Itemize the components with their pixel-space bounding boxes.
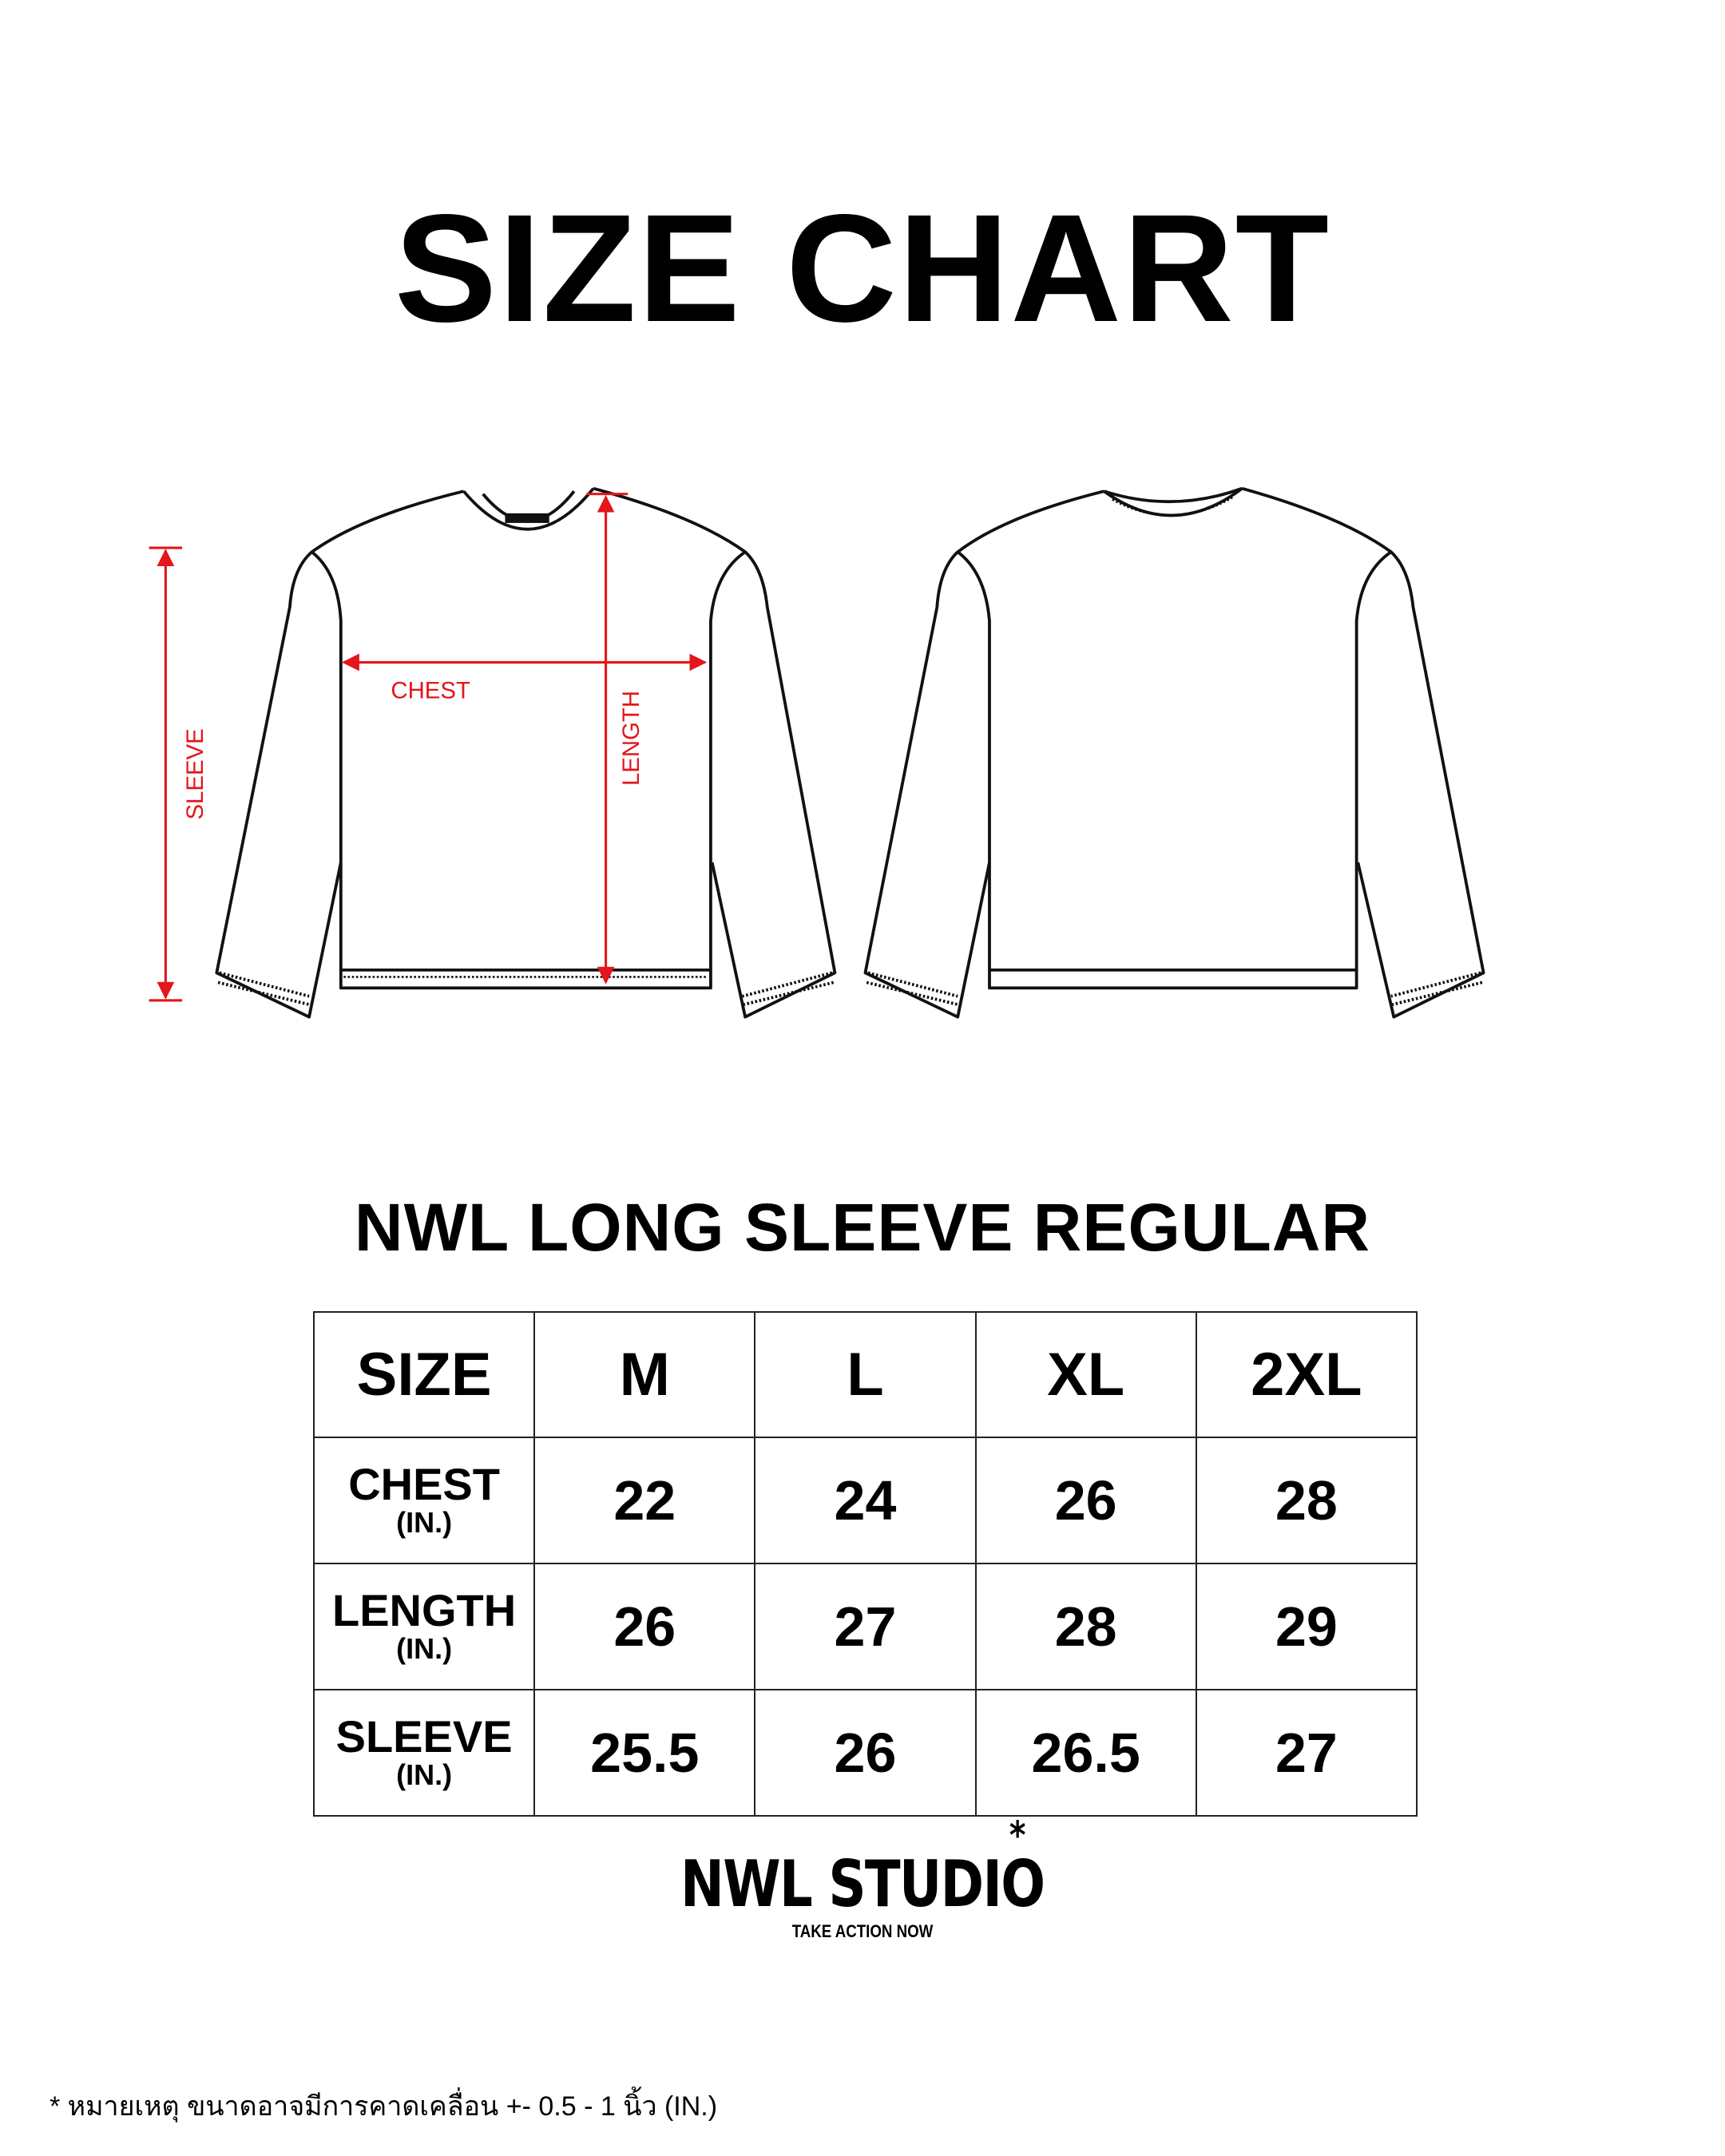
- length-label: LENGTH: [618, 691, 644, 786]
- value-cell: 29: [1195, 1563, 1418, 1690]
- value-cell: 25.5: [533, 1689, 756, 1817]
- row-label-cell: LENGTH (IN.): [312, 1563, 536, 1690]
- value-cell: 26: [974, 1437, 1197, 1564]
- header-cell: L: [754, 1311, 977, 1438]
- row-label-cell: SLEEVE (IN.): [312, 1689, 536, 1817]
- chest-label: CHEST: [391, 677, 470, 703]
- value-cell: 22: [533, 1437, 756, 1564]
- header-cell: 2XL: [1195, 1311, 1418, 1438]
- brand-logo: NWL STUDIO * TAKE ACTION NOW: [0, 1817, 1725, 1942]
- value-cell: 26: [754, 1689, 977, 1817]
- measurement-arrows: [149, 493, 708, 1002]
- asterisk-icon: *: [1009, 1813, 1026, 1858]
- value-cell: 27: [1195, 1689, 1418, 1817]
- brand-tagline: TAKE ACTION NOW: [791, 1921, 934, 1941]
- back-shirt-outline: [863, 486, 1485, 1019]
- value-cell: 24: [754, 1437, 977, 1564]
- table-header-row: SIZE M L XL 2XL: [312, 1311, 1418, 1438]
- table-row: SLEEVE (IN.) 25.5 26 26.5 27: [312, 1689, 1418, 1817]
- header-cell: M: [533, 1311, 756, 1438]
- page-title: SIZE CHART: [395, 182, 1330, 354]
- product-title: NWL LONG SLEEVE REGULAR: [354, 1190, 1371, 1265]
- row-label: SLEEVE: [335, 1711, 513, 1762]
- row-unit: (IN.): [396, 1758, 453, 1792]
- sleeve-label: SLEEVE: [182, 728, 208, 819]
- value-cell: 27: [754, 1563, 977, 1690]
- header-cell: XL: [974, 1311, 1197, 1438]
- value-cell: 26.5: [974, 1689, 1197, 1817]
- value-cell: 28: [1195, 1437, 1418, 1564]
- brand-name: NWL STUDIO: [680, 1847, 1045, 1921]
- table-row: LENGTH (IN.) 26 27 28 29: [312, 1563, 1418, 1690]
- value-cell: 28: [974, 1563, 1197, 1690]
- table-row: CHEST (IN.) 22 24 26 28: [312, 1437, 1418, 1564]
- value-cell: 26: [533, 1563, 756, 1690]
- front-shirt-outline: [215, 486, 837, 1019]
- row-label: CHEST: [348, 1459, 500, 1510]
- size-table: SIZE M L XL 2XL CHEST (IN.) 22 24 26 28 L…: [312, 1311, 1418, 1817]
- header-cell: SIZE: [312, 1311, 536, 1438]
- row-unit: (IN.): [396, 1506, 453, 1540]
- row-unit: (IN.): [396, 1632, 453, 1666]
- row-label-cell: CHEST (IN.): [312, 1437, 536, 1564]
- row-label: LENGTH: [331, 1585, 517, 1636]
- footnote: * หมายเหตุ ขนาดอาจมีการคาดเคลื่อน +- 0.5…: [50, 2091, 718, 2122]
